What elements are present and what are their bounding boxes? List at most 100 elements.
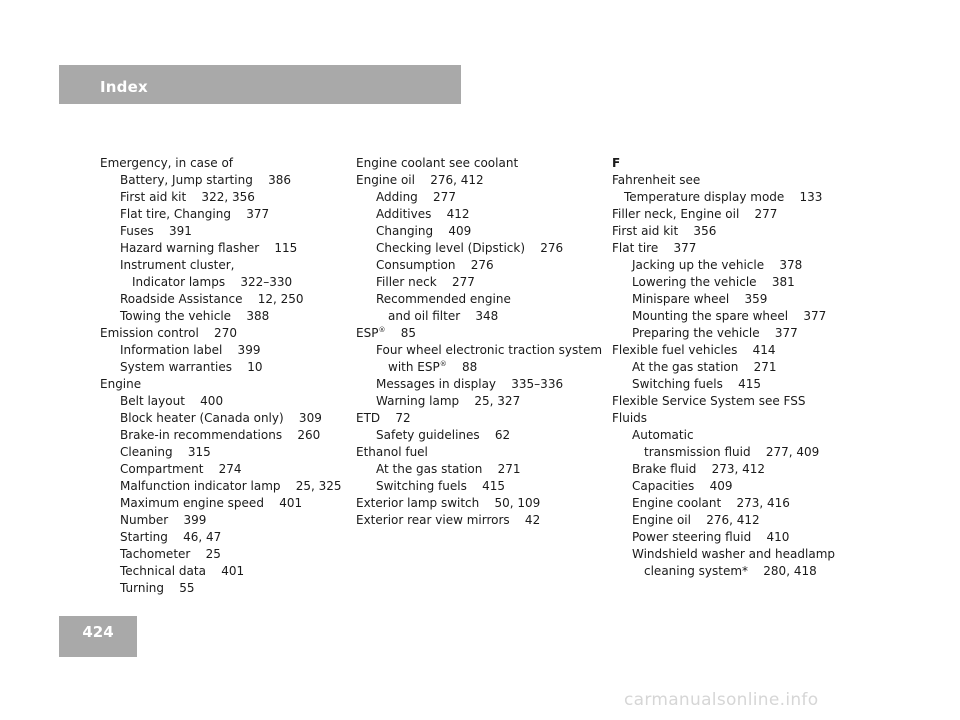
index-entry-text: Lowering the vehicle 381 — [632, 275, 795, 289]
index-entry-text: Minispare wheel 359 — [632, 292, 768, 306]
index-entry: Brake fluid 273, 412 — [612, 461, 842, 478]
index-entry-text: cleaning system* 280, 418 — [644, 564, 817, 578]
index-entry: First aid kit 322, 356 — [100, 189, 340, 206]
index-entry-text: First aid kit 322, 356 — [120, 190, 255, 204]
index-entry-text: Exterior lamp switch 50, 109 — [356, 496, 541, 510]
index-entry-text: Battery, Jump starting 386 — [120, 173, 291, 187]
index-entry-text: Windshield washer and headlamp — [632, 547, 835, 561]
index-entry-text: Power steering fluid 410 — [632, 530, 790, 544]
index-entry: Tachometer 25 — [100, 546, 340, 563]
index-entry-text: Automatic — [632, 428, 694, 442]
index-entry: Lowering the vehicle 381 — [612, 274, 842, 291]
index-entry: Fuses 391 — [100, 223, 340, 240]
index-entry: System warranties 10 — [100, 359, 340, 376]
index-entry-text: Engine oil 276, 412 — [632, 513, 760, 527]
index-entry: Filler neck, Engine oil 277 — [612, 206, 842, 223]
index-entry-text: Towing the vehicle 388 — [120, 309, 270, 323]
index-entry-text: System warranties 10 — [120, 360, 263, 374]
index-entry: Starting 46, 47 — [100, 529, 340, 546]
index-entry: Fluids — [612, 410, 842, 427]
index-entry-text: ETD 72 — [356, 411, 411, 425]
page-number-tab: 424 — [59, 616, 137, 657]
index-entry-text: Ethanol fuel — [356, 445, 428, 459]
index-entry: At the gas station 271 — [356, 461, 601, 478]
index-entry-text: Fahrenheit see — [612, 173, 701, 187]
index-entry: Preparing the vehicle 377 — [612, 325, 842, 342]
index-entry-text: Filler neck, Engine oil 277 — [612, 207, 778, 221]
watermark-text: carmanualsonline.info — [624, 690, 819, 710]
index-entry: Warning lamp 25, 327 — [356, 393, 601, 410]
index-entry-text: Exterior rear view mirrors 42 — [356, 513, 541, 527]
index-entry: Battery, Jump starting 386 — [100, 172, 340, 189]
index-column-1: Emergency, in case of Battery, Jump start… — [100, 155, 342, 597]
index-entry-pages: 88 — [446, 360, 478, 374]
index-entry-text: Information label 399 — [120, 343, 261, 357]
index-entry: Technical data 401 — [100, 563, 340, 580]
index-entry: Changing 409 — [356, 223, 601, 240]
index-entry: Fahrenheit see — [612, 172, 842, 189]
index-entry: Switching fuels 415 — [612, 376, 842, 393]
index-entry: Instrument cluster, — [100, 257, 340, 274]
index-entry-text: Checking level (Dipstick) 276 — [376, 241, 564, 255]
index-entry-text: Switching fuels 415 — [376, 479, 506, 493]
index-entry-text: Flat tire, Changing 377 — [120, 207, 270, 221]
index-entry: Engine — [100, 376, 340, 393]
index-entry: Switching fuels 415 — [356, 478, 601, 495]
index-entry: Maximum engine speed 401 — [100, 495, 340, 512]
index-entry: Flat tire, Changing 377 — [100, 206, 340, 223]
index-entry-text: Flexible Service System see FSS — [612, 394, 806, 408]
index-entry: Exterior rear view mirrors 42 — [356, 512, 601, 529]
index-entry: At the gas station 271 — [612, 359, 842, 376]
index-entry: Brake-in recommendations 260 — [100, 427, 340, 444]
index-entry-text: First aid kit 356 — [612, 224, 717, 238]
index-entry: Checking level (Dipstick) 276 — [356, 240, 601, 257]
index-entry-text: Engine coolant 273, 416 — [632, 496, 790, 510]
index-entry-text: with ESP — [388, 360, 440, 374]
index-entry-text: At the gas station 271 — [376, 462, 521, 476]
index-entry-text: Engine — [100, 377, 142, 391]
index-entry-text: Starting 46, 47 — [120, 530, 222, 544]
index-entry: Capacities 409 — [612, 478, 842, 495]
registered-mark: ® — [439, 360, 447, 368]
index-entry-text: Temperature display mode 133 — [624, 190, 823, 204]
index-entry: Flexible Service System see FSS — [612, 393, 842, 410]
index-entry-text: Fluids — [612, 411, 648, 425]
index-entry: Additives 412 — [356, 206, 601, 223]
index-entry-text: Mounting the spare wheel 377 — [632, 309, 827, 323]
index-entry-text: Capacities 409 — [632, 479, 733, 493]
index-entry: Information label 399 — [100, 342, 340, 359]
index-entry: Cleaning 315 — [100, 444, 340, 461]
index-entry-text: F — [612, 156, 621, 170]
index-entry: Mounting the spare wheel 377 — [612, 308, 842, 325]
index-entry: Engine coolant see coolant — [356, 155, 601, 172]
index-entry: Engine oil 276, 412 — [612, 512, 842, 529]
index-entry-text: Changing 409 — [376, 224, 472, 238]
index-entry: Windshield washer and headlamp — [612, 546, 842, 563]
index-entry: Four wheel electronic traction system — [356, 342, 602, 359]
index-entry-text: Fuses 391 — [120, 224, 192, 238]
index-entry: Engine oil 276, 412 — [356, 172, 601, 189]
index-entry-text: Switching fuels 415 — [632, 377, 762, 391]
index-entry: Engine coolant 273, 416 — [612, 495, 842, 512]
index-entry: Jacking up the vehicle 378 — [612, 257, 842, 274]
index-entry-text: Compartment 274 — [120, 462, 242, 476]
index-entry-text: Filler neck 277 — [376, 275, 475, 289]
index-entry: First aid kit 356 — [612, 223, 842, 240]
index-entry-pages: 85 — [385, 326, 416, 340]
registered-mark: ® — [378, 326, 386, 334]
index-entry: Consumption 276 — [356, 257, 601, 274]
index-entry-text: Jacking up the vehicle 378 — [632, 258, 803, 272]
index-entry: Emergency, in case of — [100, 155, 340, 172]
index-entry: Towing the vehicle 388 — [100, 308, 340, 325]
page-title: Index — [100, 78, 148, 96]
index-entry: with ESP® 88 — [356, 359, 601, 376]
index-entry-text: Additives 412 — [376, 207, 470, 221]
index-entry: cleaning system* 280, 418 — [612, 563, 842, 580]
index-entry-text: Technical data 401 — [120, 564, 245, 578]
index-entry: and oil filter 348 — [356, 308, 601, 325]
index-entry: Emission control 270 — [100, 325, 340, 342]
index-entry-text: and oil filter 348 — [388, 309, 499, 323]
index-entry-text: Instrument cluster, — [120, 258, 235, 272]
index-entry-text: Engine oil 276, 412 — [356, 173, 484, 187]
index-entry-text: Belt layout 400 — [120, 394, 224, 408]
